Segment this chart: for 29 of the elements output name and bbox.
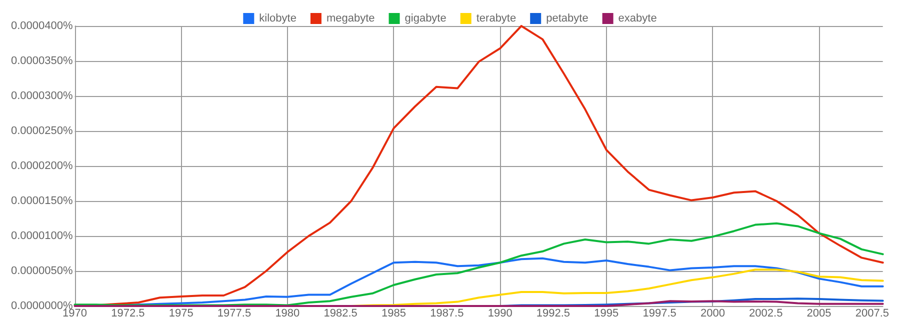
y-tick-label: 0.0000350%: [10, 55, 73, 67]
y-tick-label: 0.0000150%: [10, 195, 73, 207]
x-tick-label: 1990: [488, 308, 512, 320]
x-tick-label: 2002.5: [749, 308, 783, 320]
y-tick-label: 0.0000200%: [10, 160, 73, 172]
x-tick-label: 1987.5: [430, 308, 464, 320]
x-tick-label: 1982.5: [324, 308, 358, 320]
x-tick-label: 2005: [806, 308, 832, 320]
y-tick-label: 0.0000050%: [10, 265, 73, 277]
x-tick-label: 1985: [382, 308, 406, 320]
x-tick-label: 1992.5: [536, 308, 570, 320]
legend-label: kilobyte: [259, 12, 296, 24]
x-tick-label: 1977.5: [217, 308, 252, 320]
y-tick-label: 0.0000100%: [10, 230, 73, 242]
x-tick-label: 2007.5: [855, 308, 890, 320]
legend-label: gigabyte: [404, 12, 446, 24]
x-tick-label: 1972.5: [111, 308, 145, 320]
legend-label: terabyte: [476, 12, 516, 24]
y-tick-label: 0.0000250%: [10, 125, 73, 137]
y-tick-label: 0.0000300%: [10, 90, 73, 102]
y-tick-label: 0.0000400%: [10, 20, 73, 32]
x-tick-label: 1995: [594, 308, 619, 320]
x-tick-label: 1975: [168, 308, 194, 320]
x-tick-label: 1980: [275, 308, 300, 320]
legend-label: exabyte: [618, 12, 657, 24]
legend-label: megabyte: [326, 12, 375, 24]
legend-label: petabyte: [546, 12, 588, 24]
x-tick-label: 2000: [700, 308, 725, 320]
x-tick-label: 1997.5: [642, 308, 676, 320]
